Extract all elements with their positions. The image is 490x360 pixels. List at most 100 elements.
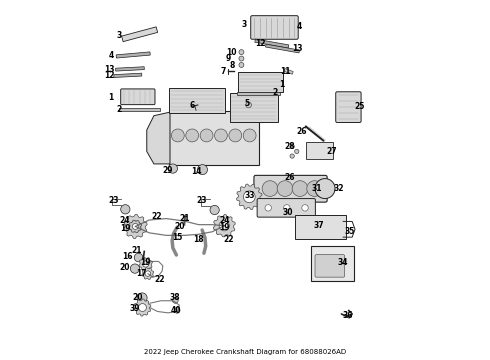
- Text: 21: 21: [131, 246, 142, 255]
- Polygon shape: [129, 220, 142, 233]
- Text: 36: 36: [343, 311, 353, 320]
- Text: 10: 10: [226, 48, 237, 57]
- Circle shape: [137, 293, 147, 303]
- Text: 3: 3: [117, 31, 122, 40]
- Text: 5: 5: [245, 99, 250, 108]
- Text: 24: 24: [120, 216, 130, 225]
- Text: 24: 24: [220, 216, 230, 225]
- Text: 9: 9: [225, 54, 230, 63]
- Text: 39: 39: [130, 304, 140, 313]
- Circle shape: [168, 164, 177, 173]
- Text: 19: 19: [120, 224, 130, 233]
- Circle shape: [210, 205, 220, 215]
- Circle shape: [215, 129, 227, 142]
- Circle shape: [121, 204, 130, 214]
- Text: 8: 8: [229, 61, 235, 70]
- Text: 21: 21: [179, 214, 190, 223]
- FancyBboxPatch shape: [306, 143, 333, 159]
- Circle shape: [130, 221, 141, 232]
- Circle shape: [302, 204, 308, 211]
- Text: 20: 20: [120, 264, 130, 273]
- FancyBboxPatch shape: [169, 111, 259, 165]
- Text: 20: 20: [174, 222, 185, 231]
- FancyBboxPatch shape: [121, 89, 155, 105]
- Polygon shape: [119, 108, 160, 111]
- Circle shape: [200, 129, 213, 142]
- Text: 13: 13: [293, 44, 303, 53]
- Text: 7: 7: [220, 67, 225, 76]
- Circle shape: [174, 307, 180, 313]
- Text: 27: 27: [327, 147, 338, 156]
- Circle shape: [284, 204, 290, 211]
- FancyBboxPatch shape: [230, 93, 278, 122]
- Circle shape: [229, 129, 242, 142]
- Circle shape: [239, 63, 244, 67]
- Text: 40: 40: [171, 306, 181, 315]
- Circle shape: [172, 297, 178, 303]
- Text: 26: 26: [284, 174, 294, 183]
- Circle shape: [145, 271, 150, 276]
- Circle shape: [290, 144, 294, 149]
- Polygon shape: [114, 73, 142, 77]
- Text: 1: 1: [279, 80, 284, 89]
- Circle shape: [265, 204, 271, 211]
- Text: 1: 1: [108, 93, 114, 102]
- Circle shape: [197, 165, 207, 175]
- Text: 31: 31: [311, 184, 322, 193]
- Circle shape: [130, 264, 140, 273]
- FancyBboxPatch shape: [295, 215, 346, 239]
- Circle shape: [143, 261, 149, 267]
- Text: 23: 23: [108, 195, 119, 204]
- Circle shape: [277, 181, 293, 197]
- Text: 4: 4: [108, 51, 114, 60]
- FancyBboxPatch shape: [336, 92, 361, 122]
- Circle shape: [292, 181, 308, 197]
- Text: 33: 33: [244, 191, 254, 200]
- Text: 22: 22: [151, 212, 162, 221]
- Text: 37: 37: [314, 221, 324, 230]
- Circle shape: [139, 303, 147, 311]
- Polygon shape: [134, 299, 151, 316]
- Circle shape: [262, 181, 278, 197]
- Text: 18: 18: [193, 235, 204, 244]
- Text: 14: 14: [192, 167, 202, 176]
- Circle shape: [186, 129, 198, 142]
- Text: 2022 Jeep Cherokee Crankshaft Diagram for 68088026AD: 2022 Jeep Cherokee Crankshaft Diagram fo…: [144, 349, 346, 355]
- FancyBboxPatch shape: [238, 72, 283, 92]
- Polygon shape: [142, 268, 154, 279]
- Text: 23: 23: [196, 196, 207, 205]
- FancyBboxPatch shape: [315, 255, 344, 277]
- Text: 38: 38: [170, 293, 180, 302]
- Text: 4: 4: [296, 22, 302, 31]
- Circle shape: [294, 149, 299, 154]
- Text: 32: 32: [333, 184, 344, 193]
- Text: 3: 3: [242, 20, 247, 29]
- Polygon shape: [116, 67, 145, 71]
- Polygon shape: [122, 27, 158, 42]
- Text: 19: 19: [219, 223, 229, 232]
- Polygon shape: [139, 257, 152, 271]
- Text: 25: 25: [355, 102, 365, 111]
- Text: 11: 11: [280, 67, 291, 76]
- Text: 22: 22: [223, 235, 234, 244]
- Circle shape: [315, 179, 335, 199]
- Circle shape: [172, 129, 184, 142]
- Text: 13: 13: [104, 65, 115, 74]
- Circle shape: [132, 224, 138, 229]
- Polygon shape: [123, 215, 147, 238]
- Text: 19: 19: [140, 258, 150, 267]
- FancyBboxPatch shape: [311, 246, 354, 281]
- Circle shape: [239, 50, 244, 55]
- Text: 17: 17: [136, 269, 147, 278]
- Text: 34: 34: [337, 258, 348, 267]
- Text: 28: 28: [284, 142, 294, 151]
- Text: 22: 22: [154, 275, 165, 284]
- Circle shape: [307, 181, 322, 197]
- Text: 2: 2: [117, 105, 122, 114]
- Polygon shape: [266, 44, 299, 53]
- Polygon shape: [284, 68, 294, 74]
- Polygon shape: [237, 184, 262, 210]
- Circle shape: [245, 102, 251, 108]
- Text: 2: 2: [272, 88, 278, 97]
- Polygon shape: [147, 112, 170, 164]
